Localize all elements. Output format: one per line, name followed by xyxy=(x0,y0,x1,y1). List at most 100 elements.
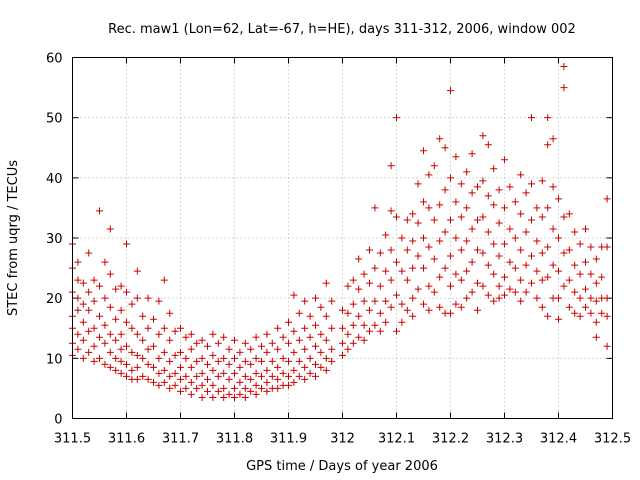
data-point xyxy=(501,156,508,164)
data-point xyxy=(139,354,147,362)
data-point xyxy=(409,210,417,218)
data-point xyxy=(447,252,454,260)
data-point xyxy=(398,318,406,326)
data-point xyxy=(144,324,152,332)
data-point xyxy=(501,240,508,248)
data-point xyxy=(430,255,438,263)
data-point xyxy=(468,258,476,266)
data-point xyxy=(177,387,184,395)
data-point xyxy=(560,249,568,257)
data-point xyxy=(495,219,503,227)
data-point xyxy=(436,237,444,245)
data-point xyxy=(544,141,552,149)
data-point xyxy=(382,318,390,326)
data-point xyxy=(247,360,255,368)
data-point xyxy=(349,276,357,284)
data-point xyxy=(501,273,508,281)
data-point xyxy=(544,114,552,122)
data-point xyxy=(101,294,109,302)
data-point xyxy=(187,330,195,338)
data-point xyxy=(560,84,568,92)
data-point xyxy=(74,330,82,338)
data-point xyxy=(560,282,568,290)
data-point xyxy=(106,225,114,233)
data-point xyxy=(123,360,130,368)
data-point xyxy=(414,285,422,293)
data-point xyxy=(160,324,168,332)
data-point xyxy=(241,384,249,392)
data-point xyxy=(549,225,557,233)
data-point xyxy=(430,162,438,170)
data-point xyxy=(360,270,368,278)
data-point xyxy=(128,348,136,356)
data-point xyxy=(490,240,498,248)
data-point xyxy=(441,186,449,194)
data-point xyxy=(592,318,600,326)
data-point xyxy=(582,225,589,233)
data-point xyxy=(133,294,141,302)
data-point xyxy=(511,288,519,296)
x-tick-label: 311.9 xyxy=(270,432,307,447)
y-tick-label: 60 xyxy=(46,52,63,67)
data-point xyxy=(506,285,514,293)
data-point xyxy=(393,291,400,299)
data-point xyxy=(339,306,346,314)
data-point xyxy=(571,228,579,236)
data-point xyxy=(209,330,217,338)
data-point xyxy=(301,297,309,305)
data-point xyxy=(587,309,595,317)
data-point xyxy=(90,342,98,350)
data-point xyxy=(349,300,357,308)
data-point xyxy=(452,198,460,206)
data-point xyxy=(425,204,433,212)
data-point xyxy=(447,174,454,182)
data-point xyxy=(279,333,287,341)
data-point xyxy=(263,378,271,386)
data-point xyxy=(598,309,606,317)
tick-labels: 311.5 311.6 311.7 311.8 311.9 312 312.1 312.2 31… xyxy=(46,52,631,447)
data-point xyxy=(447,87,454,95)
data-point xyxy=(225,375,233,383)
data-point xyxy=(285,357,292,365)
data-point xyxy=(220,369,228,377)
data-point xyxy=(339,339,346,347)
data-point xyxy=(517,246,525,254)
data-point xyxy=(565,210,573,218)
data-point xyxy=(301,324,309,332)
data-point xyxy=(263,366,271,374)
data-point xyxy=(274,375,282,383)
data-point xyxy=(79,279,87,287)
data-point xyxy=(344,345,352,353)
data-point xyxy=(295,372,303,380)
data-point xyxy=(538,213,546,221)
data-point xyxy=(587,294,595,302)
data-point xyxy=(295,336,303,344)
data-point xyxy=(220,333,228,341)
data-point xyxy=(290,327,298,335)
data-point xyxy=(355,285,363,293)
data-point xyxy=(474,183,481,191)
data-point xyxy=(506,225,514,233)
data-point xyxy=(150,363,157,371)
data-point xyxy=(247,345,255,353)
data-point xyxy=(101,339,109,347)
data-point xyxy=(74,306,82,314)
data-point xyxy=(376,327,384,335)
data-point xyxy=(495,252,503,260)
data-point xyxy=(231,384,238,392)
data-point xyxy=(501,291,508,299)
data-point xyxy=(117,306,125,314)
data-point xyxy=(479,249,487,257)
data-point xyxy=(85,249,93,257)
data-point xyxy=(112,285,120,293)
data-point xyxy=(544,312,552,320)
data-point xyxy=(409,237,417,245)
data-point xyxy=(490,165,498,173)
data-point xyxy=(268,372,276,380)
data-point xyxy=(198,369,206,377)
data-point xyxy=(538,177,546,185)
data-point xyxy=(160,366,168,374)
data-point xyxy=(290,378,298,386)
data-point xyxy=(166,336,174,344)
